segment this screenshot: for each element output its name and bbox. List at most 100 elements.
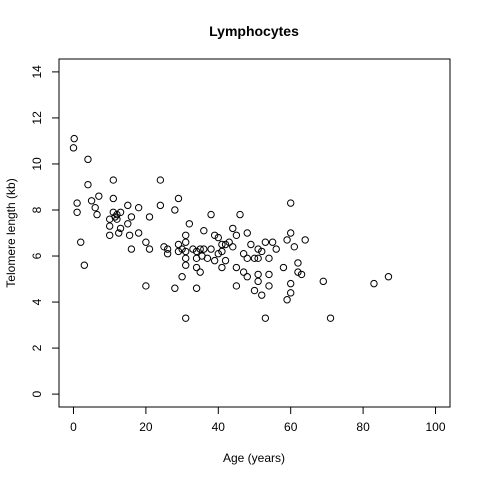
data-point [182, 247, 190, 256]
data-point [77, 238, 85, 246]
data-point [243, 229, 251, 237]
data-point [178, 273, 186, 281]
data-point [294, 268, 302, 276]
data-point [160, 243, 168, 251]
data-point [214, 250, 222, 258]
data-point [145, 213, 154, 221]
data-point [287, 289, 295, 297]
x-tick-label: 80 [356, 420, 370, 434]
plot-frame [58, 58, 451, 408]
data-point [232, 263, 241, 272]
y-tick-label: 14 [30, 65, 44, 79]
data-point [250, 286, 259, 295]
data-point [243, 273, 251, 281]
data-point [73, 199, 81, 207]
data-point [109, 208, 118, 216]
data-point [258, 247, 266, 256]
x-tick-label: 100 [426, 420, 446, 434]
data-point [243, 254, 251, 263]
data-point [247, 240, 255, 249]
data-point [84, 180, 92, 189]
data-point [113, 210, 121, 219]
data-point [182, 238, 190, 246]
data-point [109, 194, 118, 203]
data-point [326, 314, 335, 322]
data-point [182, 254, 190, 263]
data-point [192, 247, 201, 256]
data-point [87, 197, 96, 205]
data-point [218, 263, 226, 272]
data-point [113, 215, 121, 223]
data-point [93, 210, 101, 219]
data-point [214, 233, 222, 242]
data-point [163, 245, 172, 253]
x-tick-label: 40 [212, 420, 226, 434]
data-point [232, 282, 241, 290]
x-tick-label: 60 [284, 420, 298, 434]
data-point [207, 210, 215, 219]
data-point [221, 240, 230, 249]
data-point [185, 220, 194, 228]
data-point [171, 206, 179, 214]
data-point [221, 256, 230, 265]
x-tick-label: 20 [139, 420, 153, 434]
data-point [229, 224, 237, 233]
data-point [116, 224, 125, 233]
y-tick-label: 12 [30, 111, 44, 125]
data-point [115, 229, 123, 237]
y-tick-label: 6 [30, 252, 44, 259]
data-point [200, 245, 208, 253]
data-point [182, 314, 190, 322]
data-point [174, 240, 183, 249]
data-point [283, 296, 291, 304]
data-point [279, 263, 288, 272]
data-point [287, 199, 295, 207]
data-point [142, 238, 150, 246]
data-points [69, 134, 393, 322]
data-point [174, 194, 183, 203]
data-point [127, 213, 136, 221]
data-point [134, 229, 143, 237]
y-tick-label: 10 [30, 157, 44, 171]
data-point [261, 238, 270, 246]
data-point [73, 208, 81, 216]
data-point [287, 229, 295, 237]
data-point [218, 240, 226, 249]
data-point [124, 220, 132, 228]
data-point [109, 176, 118, 184]
data-point [124, 201, 132, 210]
y-tick-label: 2 [30, 344, 44, 351]
data-point [290, 243, 299, 251]
y-axis-label: Telomere length (kb) [4, 178, 18, 287]
data-point [142, 282, 150, 290]
data-point [239, 268, 248, 276]
data-point [297, 270, 306, 279]
y-tick-label: 8 [30, 206, 44, 213]
data-point [192, 284, 201, 292]
data-point [384, 273, 393, 281]
data-point [134, 203, 143, 212]
data-point [268, 238, 277, 246]
data-point [254, 270, 262, 279]
data-point [196, 245, 204, 253]
y-axis: 0 2 4 6 8 10 12 14 [30, 65, 60, 397]
data-point [70, 134, 78, 143]
x-axis-label: Age (years) [223, 451, 285, 465]
chart-title: Lymphocytes [209, 23, 299, 39]
data-point [156, 201, 165, 210]
data-point [207, 245, 215, 253]
data-point [254, 254, 262, 263]
data-point [91, 203, 99, 212]
x-axis: 0 20 40 60 80 100 [70, 406, 446, 434]
data-point [265, 254, 273, 263]
data-point [178, 245, 186, 253]
data-point [125, 231, 134, 240]
y-tick-label: 4 [30, 298, 44, 305]
data-point [283, 236, 291, 244]
data-point [116, 208, 125, 216]
data-point [210, 256, 219, 265]
x-tick-label: 0 [70, 420, 77, 434]
data-point [225, 238, 233, 246]
data-point [287, 279, 295, 288]
